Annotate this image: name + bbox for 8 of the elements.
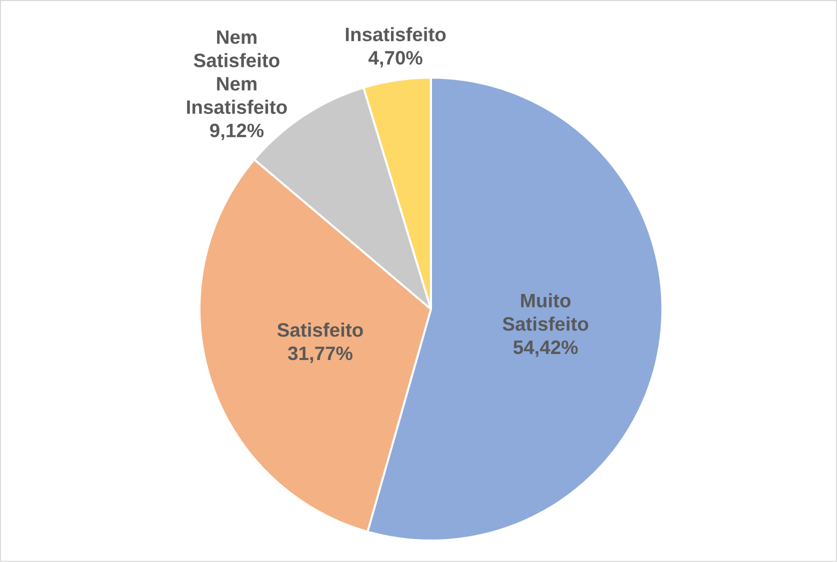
data-label: 9,12% [210,124,264,140]
data-label: 4,70% [368,51,422,68]
slice-label: Insatisfeito [346,27,446,42]
slice-label: Satisfeito [277,322,363,337]
data-label: 54,42% [513,340,578,357]
slice-label: Nem Satisfeito Nem Insatisfeito [187,30,287,114]
slice-label: Muito Satisfeito [502,293,588,331]
data-label: 31,77% [288,346,352,364]
